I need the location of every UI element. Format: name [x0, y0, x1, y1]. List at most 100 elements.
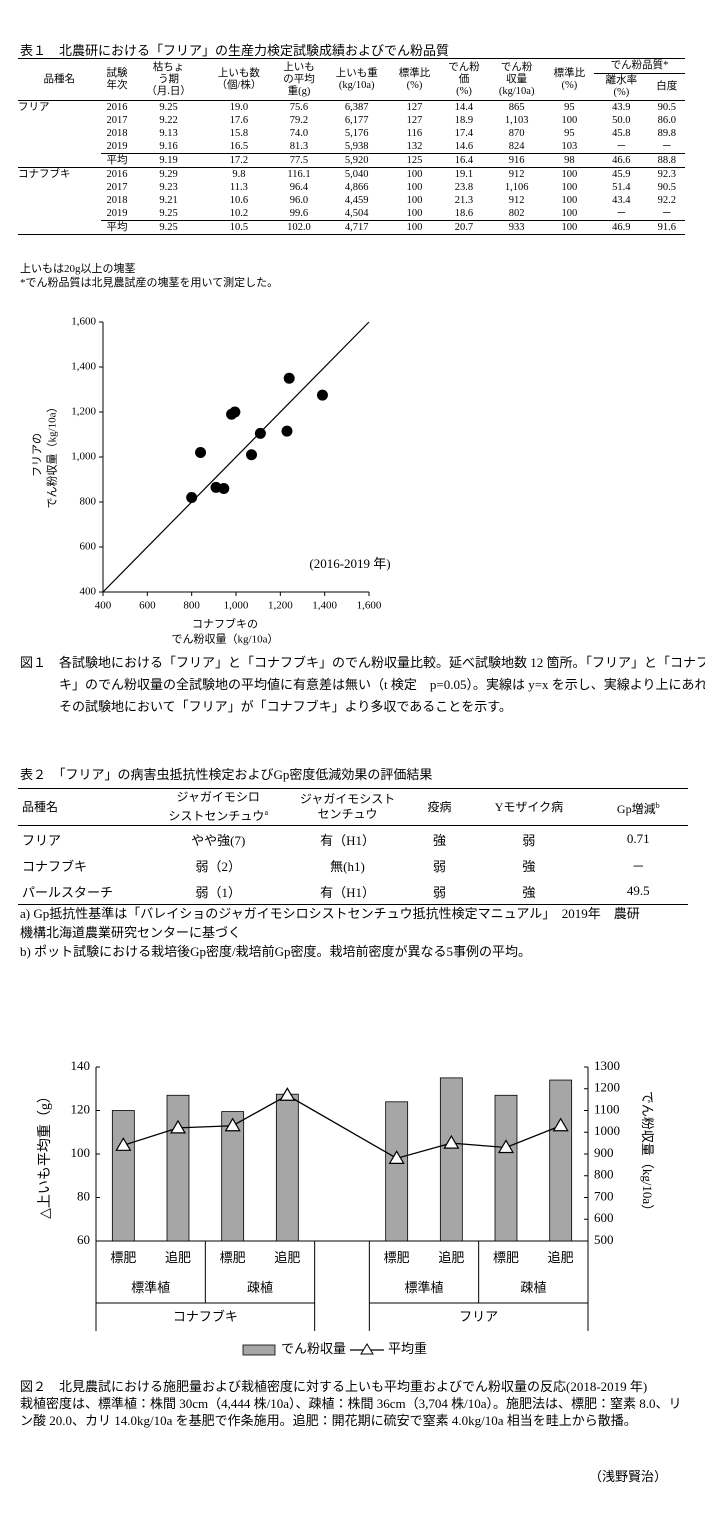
x-tick-label: 1,200	[268, 600, 293, 612]
y-tick-label: 1,200	[71, 406, 96, 418]
table-cell: 43.9	[612, 102, 631, 113]
table-cell: 1,106	[504, 182, 529, 193]
table-row: 平均 9.19 17.2 77.5 5,920 125 16.4 916 98 46.6 88.8	[18, 153, 685, 168]
table-cell: －	[616, 208, 627, 219]
column-header: 上いも の平均 重(g)	[274, 58, 324, 101]
table-cell: 9.21	[159, 195, 178, 206]
table-cell: 100	[561, 169, 578, 180]
table-row: 2018 9.13 15.8 74.0 5,176 116 17.4 870 95 45.8 89.…	[18, 127, 685, 140]
x-tick-label: 800	[183, 600, 200, 612]
table-row: フリア 2016 9.25 19.0 75.6 6,387 127 14.4 865 95 43.9…	[18, 101, 685, 115]
x-tick-label: 1,600	[357, 600, 382, 612]
y-tick-label: 600	[80, 541, 97, 553]
note-mark: a	[264, 808, 268, 817]
supergroup-label: コナフブキ	[173, 1309, 238, 1324]
table-cell: 2016	[106, 169, 128, 180]
table-cell: 10.5	[203, 220, 275, 235]
column-header: 離水率 (%)	[605, 75, 638, 98]
triangle-marker	[388, 1150, 405, 1164]
column-header: 試験 年次	[100, 58, 134, 101]
column-header: 白度	[656, 81, 678, 92]
y2-tick-label: 1100	[594, 1101, 620, 1116]
table-cell: 95	[564, 128, 575, 139]
table-cell: 1,103	[504, 115, 529, 126]
table-note: 上いもは20g以上の塊茎	[20, 263, 136, 275]
y-axis-label: でん粉収量（kg/10a）	[46, 402, 59, 509]
table-cell: 100	[561, 182, 578, 193]
group-label: 標準植	[131, 1280, 170, 1295]
x-tick-label: 標肥	[220, 1250, 246, 1265]
table-cell: －	[661, 208, 673, 219]
x-tick-label: 1,000	[224, 600, 249, 612]
table-cell: －	[616, 141, 627, 152]
table-cell: 5,040	[344, 169, 369, 180]
table-cell: 77.5	[274, 153, 324, 168]
group-label: 疎植	[247, 1280, 273, 1295]
point	[254, 427, 266, 439]
bar	[549, 1079, 573, 1242]
column-header: 標準比 (%)	[389, 58, 440, 101]
table-note: *でん粉品質は北見農試産の塊茎を用いて測定した。	[20, 277, 279, 289]
author: （浅野賢治）	[588, 1469, 667, 1484]
x-tick-label: 追肥	[548, 1250, 574, 1265]
table1-title: 表１ 北農研における「フリア」の生産力検定試験成績およびでん粉品質	[20, 43, 450, 58]
table-cell: 116	[406, 128, 423, 139]
column-header: 上いも重 (kg/10a)	[323, 58, 390, 101]
table-cell: 116.1	[287, 169, 311, 180]
table-cell: 125	[389, 153, 440, 168]
table-cell: 強	[522, 858, 536, 874]
table-cell: 81.3	[289, 141, 309, 152]
table-cell: 2018	[106, 128, 128, 139]
table-cell: 10.6	[229, 195, 249, 206]
table-cell: 912	[508, 195, 525, 206]
table-cell: 2017	[106, 115, 128, 126]
table-cell: 19.1	[454, 169, 474, 180]
table-cell: 14.6	[454, 141, 474, 152]
column-header-text: 疫病	[427, 799, 452, 814]
x-tick-label: 追肥	[274, 1250, 300, 1265]
column-header: でん粉 収量 (kg/10a)	[488, 58, 545, 101]
table-cell: 21.3	[454, 195, 474, 206]
table-row: コナフブキ 弱（2） 無(h1) 弱 強 －	[18, 852, 688, 878]
table-cell: 17.2	[203, 153, 275, 168]
table-cell: 11.3	[229, 182, 248, 193]
table-cell: 100	[561, 115, 578, 126]
x-tick-label: 1,400	[312, 600, 337, 612]
table2-title: 表２ 「フリア」の病害虫抵抗性検定およびGp密度低減効果の評価結果	[20, 767, 433, 782]
table-row: 2019 9.25 10.2 99.6 4,504 100 18.6 802 100 － －	[18, 207, 685, 221]
table-cell: 16.4	[439, 153, 489, 168]
table-cell: 16.5	[229, 141, 249, 152]
column-header: 疫病	[409, 788, 470, 826]
table-cell: 50.0	[612, 115, 631, 126]
table-cell: 17.4	[454, 128, 474, 139]
legend-marker	[360, 1343, 374, 1355]
table-cell: 4,717	[323, 220, 390, 235]
table-row: フリア やや強(7) 有（H1） 強 弱 0.71	[18, 826, 688, 853]
bar	[385, 1101, 409, 1242]
point	[195, 447, 207, 458]
y-tick-label: 100	[71, 1145, 91, 1160]
table-cell: 103	[561, 141, 578, 152]
bar	[166, 1094, 190, 1242]
table-row: 2017 9.22 17.6 79.2 6,177 127 18.9 1,103 100 50.0…	[18, 114, 685, 127]
table-row: 2017 9.23 11.3 96.4 4,866 100 23.8 1,106 100 51.4…	[18, 181, 685, 194]
table-cell: 865	[508, 102, 525, 113]
table-cell: 49.5	[626, 883, 650, 898]
x-tick-label: 標肥	[384, 1250, 410, 1265]
bar	[111, 1110, 135, 1242]
x-axis-label: コナフブキの	[192, 617, 258, 631]
column-header: Gp増減b	[588, 788, 688, 826]
table-cell: 10.2	[229, 208, 249, 219]
table2-notes: a) Gp抵抗性基準は「バレイショのジャガイモシロシストセンチュウ抵抗性検定マニ…	[20, 904, 640, 961]
table-cell: 5,920	[323, 153, 390, 168]
group-label: 疎植	[520, 1280, 546, 1295]
y-tick-label: 60	[77, 1232, 90, 1247]
table-cell: 90.5	[657, 182, 676, 193]
table-cell: 45.9	[612, 169, 631, 180]
bar	[439, 1077, 463, 1242]
table-cell: 933	[488, 220, 545, 235]
x-tick-label: 400	[95, 600, 112, 612]
table-cell: 9.22	[159, 115, 178, 126]
table-cell: 4,866	[344, 182, 369, 193]
legend-label: でん粉収量	[281, 1341, 346, 1356]
